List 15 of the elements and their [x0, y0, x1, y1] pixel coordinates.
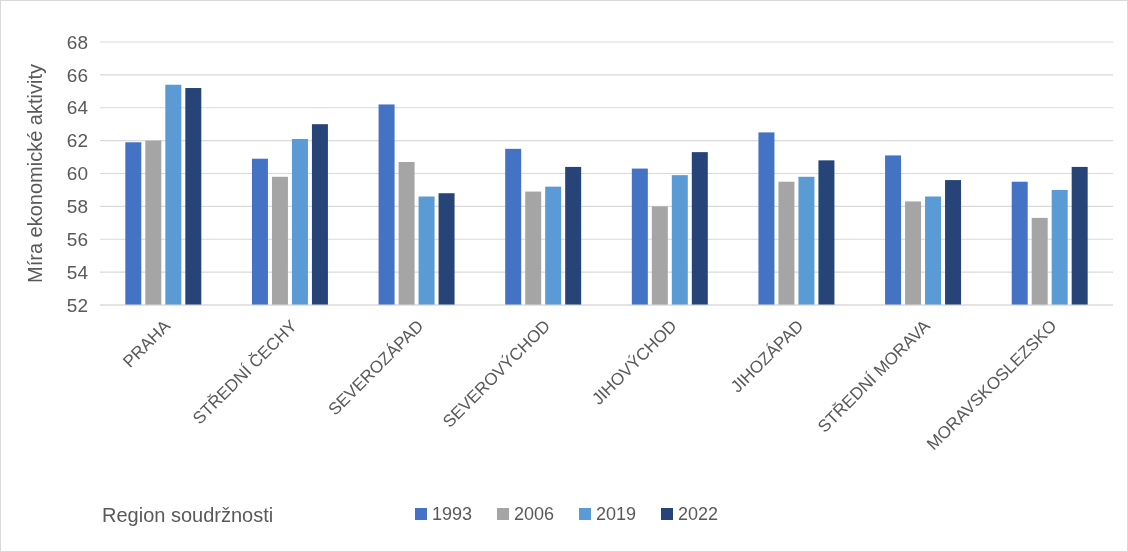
legend-label: 2019 [596, 504, 637, 524]
y-tick-label: 68 [66, 31, 88, 53]
y-tick-label: 56 [66, 228, 88, 250]
legend-label: 2006 [514, 504, 555, 524]
y-tick-label: 60 [66, 163, 88, 185]
y-tick-label: 64 [66, 97, 89, 119]
y-tick-label: 52 [66, 294, 88, 316]
legend-label: 1993 [432, 504, 473, 524]
y-tick-label: 66 [66, 64, 88, 86]
x-axis-title: Region soudržnosti [102, 504, 274, 526]
y-tick-label: 62 [66, 130, 88, 152]
y-axis-title: Míra ekonomické aktivity [24, 64, 46, 283]
y-tick-label: 58 [66, 196, 88, 218]
y-tick-label: 54 [66, 261, 89, 283]
legend-label: 2022 [678, 504, 719, 524]
